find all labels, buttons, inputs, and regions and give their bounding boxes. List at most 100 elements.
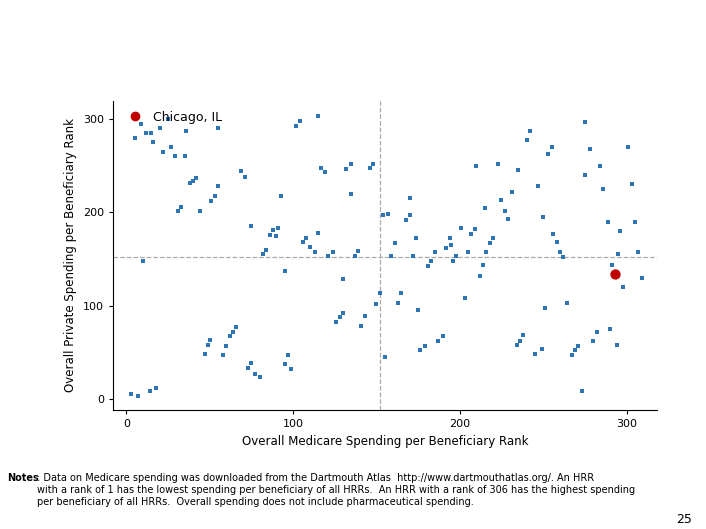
Point <box>636 273 647 282</box>
Point <box>239 172 251 181</box>
Point <box>499 206 510 215</box>
Point <box>227 327 239 336</box>
Point <box>629 217 640 226</box>
Point <box>404 211 415 220</box>
Point <box>456 224 467 232</box>
Point <box>576 387 587 396</box>
Legend: Chicago, IL: Chicago, IL <box>119 107 226 127</box>
Point <box>224 332 235 341</box>
Point <box>614 227 626 235</box>
Point <box>530 350 541 358</box>
Point <box>426 257 437 265</box>
Point <box>203 341 214 349</box>
Point <box>221 341 232 350</box>
Point <box>594 161 606 170</box>
Point <box>422 262 433 271</box>
Point <box>414 346 426 354</box>
Point <box>145 129 157 138</box>
Point <box>282 351 294 359</box>
Point <box>331 318 342 326</box>
Point <box>154 124 165 133</box>
Point <box>328 248 339 257</box>
Point <box>346 189 357 198</box>
Point <box>466 230 477 238</box>
Point <box>319 168 330 177</box>
Point <box>213 182 224 190</box>
Point <box>291 122 302 130</box>
Point <box>521 135 532 144</box>
Point <box>148 138 159 147</box>
Text: : Data on Medicare spending was downloaded from the Dartmouth Atlas  http://www.: : Data on Medicare spending was download… <box>37 473 635 507</box>
Point <box>304 243 316 251</box>
Point <box>264 231 275 239</box>
Point <box>496 196 507 205</box>
Point <box>554 248 566 257</box>
Point <box>481 248 492 257</box>
Point <box>242 364 253 372</box>
Point <box>474 271 486 280</box>
Point <box>199 350 210 358</box>
Point <box>162 115 174 123</box>
Point <box>209 191 220 200</box>
Point <box>479 204 491 212</box>
Point <box>477 261 489 270</box>
Point <box>404 194 415 203</box>
Point <box>445 241 457 249</box>
Point <box>172 206 184 215</box>
Point <box>276 191 287 200</box>
Point <box>537 213 549 221</box>
Text: Notes: Notes <box>7 473 39 484</box>
Point <box>187 177 198 185</box>
Point <box>536 345 547 353</box>
Point <box>396 289 407 298</box>
Point <box>364 163 376 172</box>
Point <box>179 152 191 161</box>
Point <box>579 118 590 126</box>
Point <box>513 166 524 175</box>
Point <box>459 294 470 303</box>
Point <box>569 346 580 354</box>
Point <box>323 252 334 260</box>
Point <box>618 282 629 291</box>
Point <box>136 120 147 128</box>
Point <box>249 369 261 378</box>
Point <box>514 337 525 345</box>
Point <box>604 325 616 333</box>
Point <box>517 331 529 340</box>
Point <box>194 206 205 215</box>
Point <box>294 117 306 125</box>
Point <box>246 222 257 231</box>
Point <box>411 234 422 243</box>
Point <box>611 341 622 349</box>
Point <box>157 148 169 156</box>
Point <box>213 124 224 133</box>
Point <box>169 152 180 161</box>
Point <box>609 270 621 278</box>
Point <box>444 234 455 243</box>
Point <box>597 185 609 193</box>
Point <box>129 133 140 142</box>
Point <box>126 390 137 398</box>
Point <box>419 341 431 350</box>
Point <box>268 226 279 234</box>
Point <box>341 165 352 173</box>
Point <box>150 384 162 392</box>
Point <box>603 217 614 226</box>
Point <box>623 143 634 151</box>
Point <box>337 275 349 284</box>
Point <box>349 252 360 260</box>
Point <box>542 149 554 158</box>
Point <box>587 337 599 345</box>
Point <box>217 351 229 359</box>
Point <box>334 313 345 321</box>
Point <box>374 289 385 298</box>
Point <box>371 299 382 308</box>
Point <box>138 257 149 265</box>
Point <box>352 247 364 255</box>
Point <box>433 337 444 345</box>
Point <box>258 250 269 259</box>
Point <box>144 387 155 396</box>
Point <box>551 238 562 247</box>
Point <box>524 127 535 135</box>
Point <box>484 239 496 248</box>
